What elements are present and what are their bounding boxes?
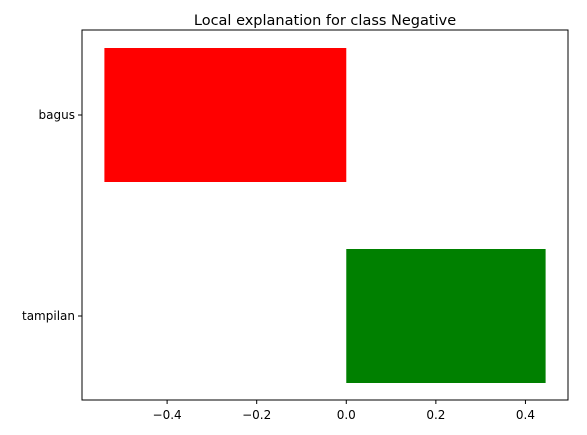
bar-tampilan xyxy=(346,249,546,383)
y-tick-label: bagus xyxy=(39,108,75,122)
x-tick-label: 0.4 xyxy=(516,408,535,422)
y-tick-label: tampilan xyxy=(22,309,75,323)
x-tick-label: 0.0 xyxy=(337,408,356,422)
bar-bagus xyxy=(104,48,347,182)
x-tick-label: −0.4 xyxy=(153,408,182,422)
x-axis: −0.4 −0.2 0.0 0.2 0.4 xyxy=(153,400,535,422)
x-tick-label: −0.2 xyxy=(242,408,271,422)
plot-area-frame xyxy=(81,29,569,401)
y-axis: bagus tampilan xyxy=(22,108,82,323)
x-tick-label: 0.2 xyxy=(426,408,445,422)
chart-title: Local explanation for class Negative xyxy=(194,13,456,29)
bars-group xyxy=(104,48,546,383)
